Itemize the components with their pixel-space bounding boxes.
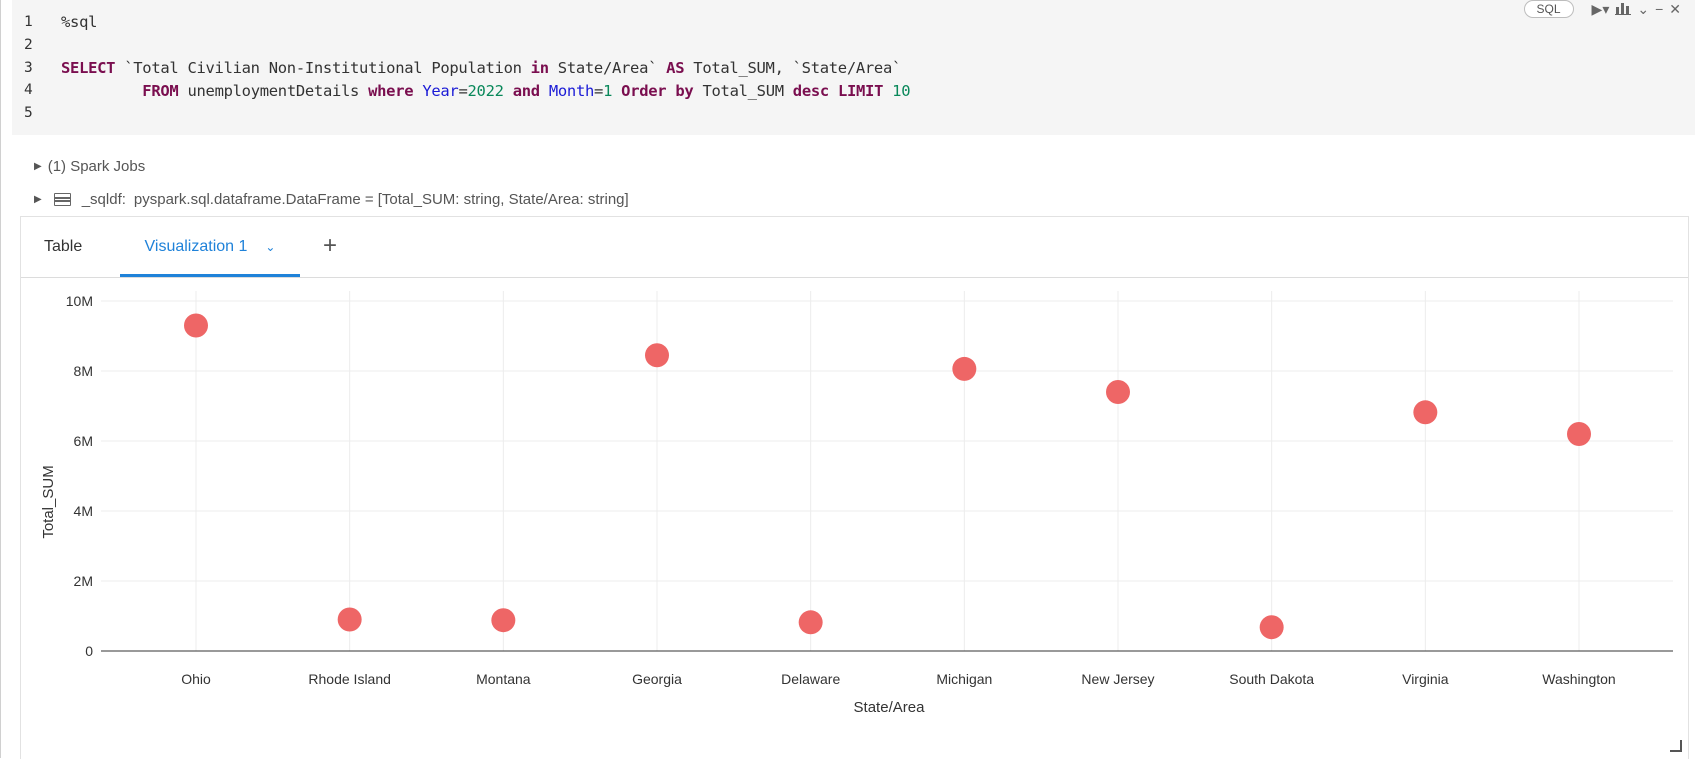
- minimize-icon[interactable]: −: [1655, 1, 1664, 17]
- sql-column: Year: [422, 82, 459, 100]
- code-text: unemploymentDetails: [178, 82, 369, 100]
- data-point: [1413, 400, 1438, 425]
- sql-keyword: Order by: [621, 82, 694, 100]
- sql-keyword: and: [512, 82, 540, 100]
- code-text: =: [594, 82, 604, 100]
- y-tick-label: 0: [85, 643, 93, 659]
- line-number: 1: [24, 14, 33, 30]
- y-tick-label: 6M: [74, 433, 93, 449]
- code-cell[interactable]: 1 2 3 4 5 %sql SELECT `Total Civilian No…: [12, 0, 1695, 135]
- dataframe-row[interactable]: ▶ _sqldf: pyspark.sql.dataframe.DataFram…: [34, 191, 629, 208]
- code-text: Total_SUM: [693, 82, 793, 100]
- data-point: [1259, 615, 1284, 640]
- sql-column: Month: [548, 82, 595, 100]
- sql-keyword: desc LIMIT: [792, 82, 884, 100]
- grid: [101, 291, 1673, 651]
- cell-toolbar: SQL ▶▾ ⌄ − ✕: [1523, 0, 1681, 18]
- tab-label: Table: [44, 238, 83, 255]
- tab-label: Visualization 1: [144, 238, 248, 255]
- add-tab-button[interactable]: +: [323, 232, 338, 259]
- spark-jobs-row[interactable]: ▶ (1) Spark Jobs: [34, 158, 145, 175]
- x-tick-label: Delaware: [781, 671, 840, 687]
- line-number: 5: [24, 105, 33, 121]
- tab-table[interactable]: Table: [44, 217, 82, 277]
- chart-icon[interactable]: [1615, 2, 1632, 17]
- resize-handle[interactable]: [1670, 740, 1682, 752]
- dataframe-schema: pyspark.sql.dataframe.DataFrame = [Total…: [133, 191, 629, 208]
- code-line-1[interactable]: %sql: [61, 13, 97, 31]
- x-tick-label: Georgia: [632, 671, 682, 687]
- x-tick-label: Montana: [476, 671, 531, 687]
- caret-right-icon[interactable]: ▶: [34, 194, 42, 205]
- run-icon[interactable]: ▶▾: [1591, 1, 1610, 17]
- axes: 0 2M 4M 6M 8M 10M Ohio Rhode Island Montana Georg…: [66, 293, 1673, 687]
- code-text: `Total Civilian Non-Institutional Popula…: [115, 59, 531, 77]
- data-point: [184, 313, 208, 338]
- sql-keyword: where: [368, 82, 414, 100]
- sql-keyword: AS: [666, 59, 685, 77]
- y-axis-label: Total_SUM: [40, 465, 57, 538]
- language-badge[interactable]: SQL: [1523, 0, 1574, 18]
- code-text: =: [458, 82, 468, 100]
- data-point: [491, 608, 516, 633]
- x-tick-label: Rhode Island: [308, 671, 391, 687]
- magic-command: %sql: [61, 13, 98, 31]
- line-number: 3: [24, 60, 33, 76]
- table-icon: [53, 193, 71, 206]
- visualization-panel: Table Visualization 1 ⌄ + 0 2M 4M 6M 8M 10M Ohi…: [20, 216, 1689, 759]
- caret-right-icon[interactable]: ▶: [34, 161, 42, 172]
- left-border: [0, 0, 1, 758]
- x-tick-label: Virginia: [1402, 671, 1449, 687]
- dataframe-name: _sqldf:: [81, 191, 126, 208]
- code-text: State/Area`: [548, 59, 667, 77]
- code-line-3[interactable]: SELECT `Total Civilian Non-Institutional…: [61, 59, 901, 77]
- sql-number: 10: [892, 82, 911, 100]
- x-tick-label: New Jersey: [1081, 671, 1154, 687]
- chevron-down-icon[interactable]: ⌄: [265, 240, 276, 254]
- data-point: [1106, 380, 1130, 404]
- sql-number: 2022: [467, 82, 504, 100]
- data-point: [1567, 422, 1591, 446]
- code-line-4[interactable]: FROM unemploymentDetails where Year=2022…: [61, 82, 910, 100]
- data-points: [184, 313, 1591, 640]
- data-point: [798, 610, 823, 635]
- sql-number: 1: [603, 82, 613, 100]
- scatter-chart: 0 2M 4M 6M 8M 10M Ohio Rhode Island Montana Georg…: [40, 291, 1673, 716]
- data-point: [645, 343, 669, 368]
- sql-keyword: SELECT: [61, 59, 116, 77]
- spark-jobs-label: (1) Spark Jobs: [47, 158, 146, 175]
- y-tick-label: 2M: [74, 573, 93, 589]
- result-tabs: Table Visualization 1 ⌄ +: [21, 217, 1688, 278]
- line-number: 2: [24, 37, 33, 53]
- data-point: [337, 607, 362, 632]
- x-tick-label: Washington: [1542, 671, 1615, 687]
- code-text: Total_SUM, `State/Area`: [684, 59, 902, 77]
- x-tick-label: Michigan: [936, 671, 992, 687]
- chevron-down-icon[interactable]: ⌄: [1637, 1, 1650, 17]
- sql-keyword: in: [530, 59, 549, 77]
- line-number: 4: [24, 82, 33, 98]
- y-tick-label: 8M: [74, 363, 93, 379]
- x-axis-label: State/Area: [854, 699, 926, 716]
- sql-keyword: FROM: [142, 82, 179, 100]
- data-point: [952, 356, 977, 381]
- tab-visualization-1[interactable]: Visualization 1 ⌄: [120, 217, 300, 277]
- close-icon[interactable]: ✕: [1669, 1, 1681, 17]
- y-tick-label: 10M: [66, 293, 93, 309]
- x-tick-label: South Dakota: [1229, 671, 1314, 687]
- y-tick-label: 4M: [74, 503, 93, 519]
- x-tick-label: Ohio: [181, 671, 211, 687]
